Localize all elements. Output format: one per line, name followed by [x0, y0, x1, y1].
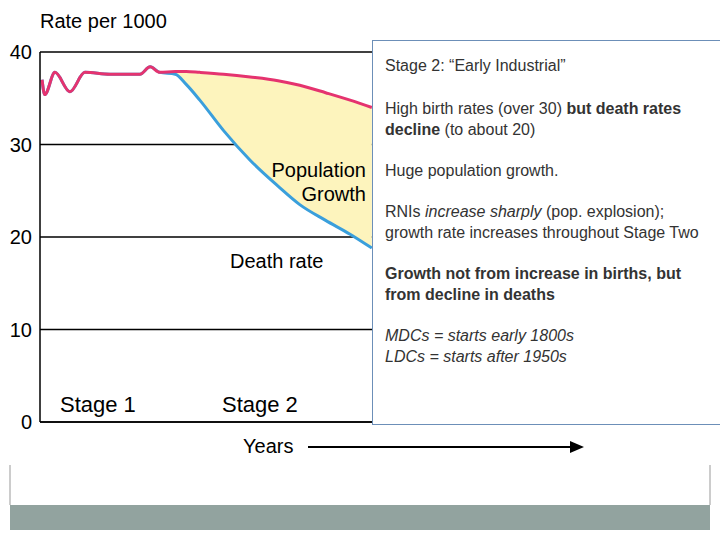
- html-text:Stage 2: Stage 2: [222, 392, 298, 417]
- svg-text:10: 10: [10, 319, 32, 341]
- html-text:Years: Years: [243, 435, 294, 457]
- html-text:Population Growth: Population Growth: [271, 159, 366, 205]
- html-text:MDCs = starts early 1800s: MDCs = starts early 1800s: [385, 327, 574, 344]
- html-text:Stage 1: Stage 1: [60, 392, 136, 417]
- html-text:LDCs = starts after 1950s: LDCs = starts after 1950s: [385, 348, 567, 365]
- html-text:Stage 2: “Early Industrial”: Stage 2: “Early Industrial”: [385, 57, 566, 74]
- html-text:High birth rates (over 30) but: High birth rates (over 30) but death rat…: [385, 100, 682, 138]
- html-text:Rate per 1000: Rate per 1000: [40, 10, 167, 32]
- html-text:RNIs increase sharply (pop. ex: RNIs increase sharply (pop. explosion); …: [385, 203, 699, 241]
- html-text:Huge population growth.: Huge population growth.: [385, 162, 559, 179]
- svg-text:0: 0: [21, 411, 32, 433]
- html-text:Growth not from increase in bi: Growth not from increase in births, but …: [385, 265, 681, 303]
- svg-text:20: 20: [10, 226, 32, 248]
- svg-text:40: 40: [10, 41, 32, 63]
- html-text:Death rate: Death rate: [230, 250, 324, 272]
- svg-text:30: 30: [10, 134, 32, 156]
